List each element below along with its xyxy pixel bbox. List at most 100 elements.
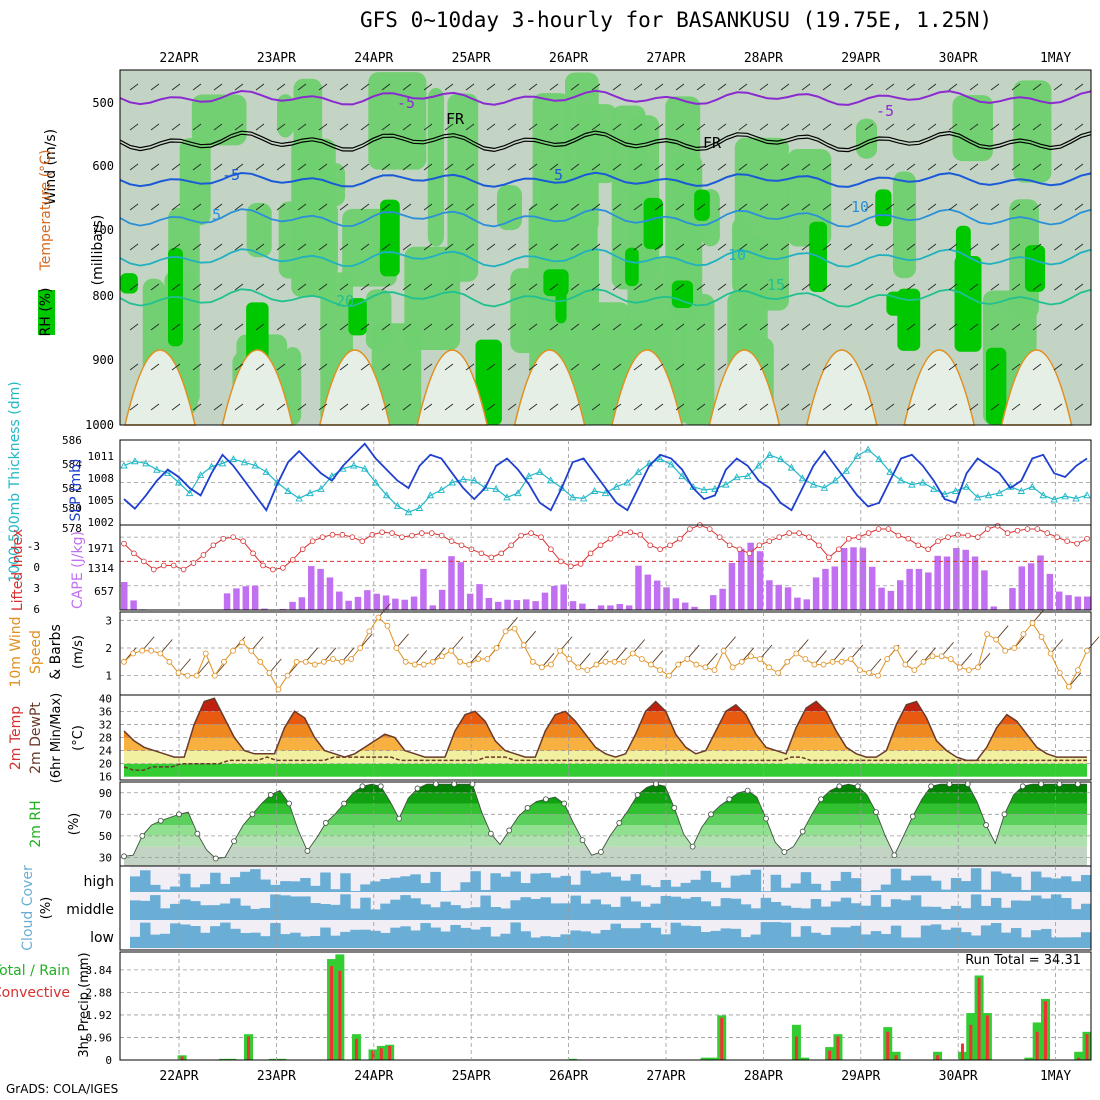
cloud-bar [700, 870, 712, 892]
wind-speed-point [666, 672, 672, 679]
li-point [1034, 526, 1041, 532]
precip-conv-bar [977, 977, 981, 1060]
wind-speed-point [1065, 683, 1072, 690]
wind-speed-point [184, 672, 191, 679]
rh-patch [587, 330, 623, 425]
cape-bar [569, 601, 577, 610]
date-label-bottom: 22APR [159, 1069, 198, 1084]
profile-wind-barb [465, 123, 475, 131]
cape-bar [551, 585, 558, 610]
wind-barb [378, 603, 391, 618]
precip-total-bar [567, 1058, 577, 1060]
profile-wind-barb [906, 83, 916, 91]
wind-speed-point [829, 658, 836, 665]
cloud-bar [240, 871, 251, 892]
cloud-bar [1030, 871, 1042, 892]
precip-total-bar [1024, 1057, 1034, 1060]
profile-wind-barb [885, 403, 895, 411]
li-point [875, 526, 882, 532]
profile-wind-barb [402, 283, 412, 291]
wind-barb [650, 650, 664, 665]
profile-wind-barb [570, 403, 580, 411]
profile-wind-barb [864, 203, 874, 211]
thickness-point [579, 494, 588, 502]
rh-point [818, 796, 824, 803]
wind-barb [178, 658, 191, 674]
rh-ytick: 50 [99, 830, 112, 843]
li-point [409, 532, 415, 539]
rh-point [249, 811, 256, 818]
profile-wind-barb [465, 323, 475, 331]
profile-wind-barb [696, 123, 706, 131]
thickness-point [207, 462, 216, 470]
profile-wind-barb [213, 203, 223, 211]
li-point [399, 534, 405, 540]
cape-bar [794, 597, 801, 610]
cloud-bar [130, 900, 141, 920]
cloud-bar [1060, 937, 1072, 948]
cape-bar [850, 547, 857, 610]
profile-wind-barb [591, 203, 601, 211]
profile-wind-barb [360, 203, 370, 211]
profile-wind-barb [948, 283, 958, 291]
profile-wind-barb [402, 243, 412, 251]
rh-patch-high [694, 189, 710, 221]
date-label-bottom: 24APR [354, 1069, 393, 1084]
cloud-bar [950, 905, 962, 920]
profile-wind-barb [927, 243, 937, 251]
cloud-bar [920, 925, 932, 948]
profile-wind-barb [528, 203, 538, 211]
profile-ytick: 500 [92, 96, 114, 110]
rh-point [432, 781, 439, 788]
profile-wind-barb [801, 283, 811, 291]
profile-wind-barb [843, 403, 853, 411]
thickness-point [568, 493, 577, 501]
profile-wind-barb [465, 403, 475, 411]
temp-ytick: 40 [99, 692, 112, 705]
profile-wind-barb [675, 163, 685, 171]
profile-wind-barb [234, 243, 244, 251]
contour-freezing [119, 133, 1092, 153]
profile-wind-barb [570, 203, 580, 211]
cloud-bar [710, 906, 722, 920]
cloud-bar [880, 934, 892, 948]
cloud-bar [770, 874, 782, 892]
cloud-bar [190, 901, 201, 920]
cloud-bar [340, 931, 351, 948]
cloud-bar [610, 906, 622, 920]
profile-wind-barb [234, 203, 244, 211]
cloud-bar [630, 874, 642, 892]
profile-wind-barb [402, 83, 412, 91]
precip-conv-bar [969, 1024, 973, 1060]
profile-wind-barb [654, 403, 664, 411]
rh-point [286, 800, 292, 807]
wind-barb [323, 647, 337, 663]
cape-bar [887, 590, 895, 610]
cloud-bar [630, 901, 642, 920]
profile-wind-barb [822, 203, 832, 211]
cloud-bar [240, 905, 251, 920]
cape-bar [223, 593, 231, 610]
wind-ylabel-1: 10m Wind [8, 616, 24, 687]
li-point [577, 561, 584, 567]
profile-wind-barb [885, 203, 895, 211]
profile-wind-barb [234, 363, 244, 371]
profile-wind-barb [738, 243, 748, 251]
cape-bar [710, 595, 717, 610]
thickness-point [415, 504, 424, 511]
cloud-bar [580, 931, 591, 948]
profile-wind-barb [612, 403, 622, 411]
wind-barb [723, 636, 736, 652]
cloud-bar [1080, 903, 1092, 920]
profile-wind-barb [192, 363, 202, 371]
cloud-bar [1080, 932, 1092, 948]
cape-bar [625, 605, 633, 610]
profile-wind-barb [654, 363, 664, 371]
profile-wind-barb [906, 363, 916, 371]
precip-conv-bar [379, 1048, 383, 1060]
profile-wind-barb [1032, 123, 1042, 131]
profile-wind-barb [738, 283, 748, 291]
profile-wind-barb [633, 403, 643, 411]
profile-wind-barb [402, 323, 412, 331]
thickness-point [908, 480, 916, 488]
